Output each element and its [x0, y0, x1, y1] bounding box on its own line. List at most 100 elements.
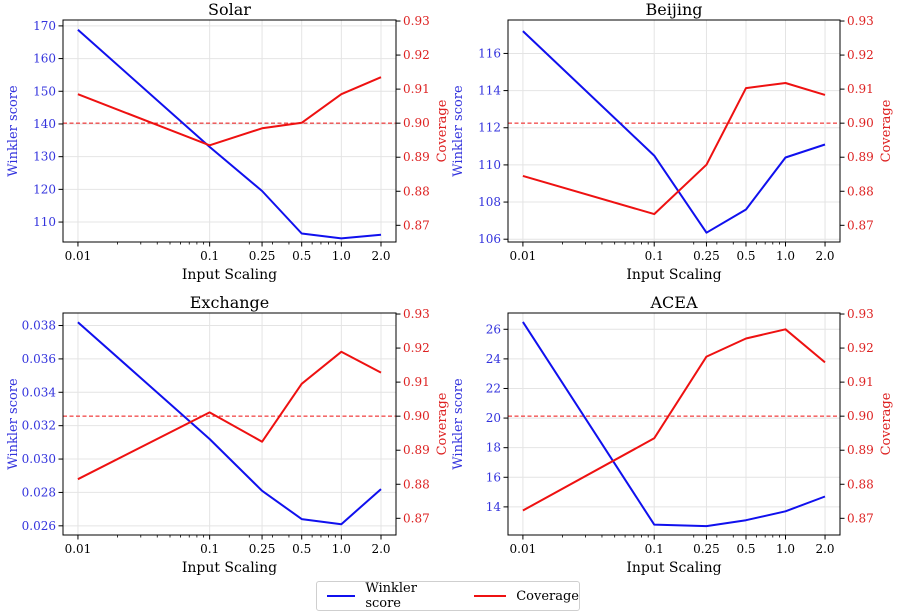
- x-tick-label: 0.1: [645, 249, 664, 263]
- y-right-tick-label: 0.87: [403, 511, 430, 525]
- legend-item-coverage: Coverage: [474, 589, 579, 604]
- y-right-tick-label: 0.91: [403, 82, 430, 96]
- x-tick-label: 0.01: [65, 542, 92, 556]
- x-tick-label: 0.01: [510, 249, 537, 263]
- y-left-tick-label: 0.028: [22, 485, 56, 499]
- y-left-tick-label: 0.026: [22, 519, 56, 533]
- y-right-tick-label: 0.89: [847, 150, 874, 164]
- coverage-line: [77, 76, 382, 147]
- y-left-tick-label: 24: [486, 352, 502, 366]
- y-right-tick-label: 0.93: [403, 14, 430, 28]
- x-tick-label: 1.0: [776, 249, 795, 263]
- y-left-tick-label: 22: [486, 381, 501, 395]
- y-left-tick-label: 16: [486, 470, 501, 484]
- x-tick-label: 0.1: [645, 542, 664, 556]
- chart-title: Exchange: [190, 293, 270, 312]
- y-right-tick-label: 0.88: [403, 477, 430, 491]
- y-right-axis-label: Coverage: [435, 99, 450, 162]
- x-axis-label: Input Scaling: [626, 267, 721, 283]
- x-tick-label: 1.0: [332, 249, 351, 263]
- y-right-tick-label: 0.91: [847, 82, 874, 96]
- y-right-tick-label: 0.93: [847, 14, 874, 28]
- y-right-tick-label: 0.93: [403, 307, 430, 321]
- coverage-line: [522, 328, 826, 512]
- y-left-tick-label: 0.034: [22, 385, 57, 399]
- legend-swatch-coverage: [474, 595, 507, 597]
- x-tick-label: 2.0: [815, 542, 834, 556]
- y-left-tick-label: 106: [478, 232, 501, 246]
- y-right-tick-label: 0.88: [403, 184, 430, 198]
- x-tick-label: 2.0: [815, 249, 834, 263]
- chart-title: ACEA: [649, 293, 697, 312]
- y-left-tick-label: 130: [33, 150, 56, 164]
- y-right-tick-label: 0.92: [847, 341, 874, 355]
- y-right-axis-label: Coverage: [879, 392, 894, 455]
- y-left-axis-label: Winkler score: [6, 378, 21, 470]
- plot-frame: [507, 19, 841, 243]
- y-left-tick-label: 14: [486, 500, 502, 514]
- y-right-tick-label: 0.89: [403, 443, 430, 457]
- x-axis-label: Input Scaling: [626, 560, 721, 576]
- y-left-tick-label: 116: [478, 46, 501, 60]
- y-right-tick-label: 0.92: [847, 48, 874, 62]
- x-tick-label: 0.5: [736, 249, 755, 263]
- chart-panel-solar: 0.01 0.1 0.25 0.5 1.0 2.0 110 120 130 140 150 160 17…: [6, 0, 450, 283]
- y-right-tick-label: 0.91: [847, 375, 874, 389]
- y-right-tick-label: 0.90: [403, 116, 430, 130]
- y-right-tick-label: 0.88: [847, 184, 874, 198]
- y-left-tick-label: 108: [478, 195, 501, 209]
- winkler-score-line: [77, 29, 382, 240]
- x-tick-label: 2.0: [371, 249, 390, 263]
- winkler-score-line: [522, 30, 826, 234]
- x-tick-label: 0.25: [693, 249, 720, 263]
- coverage-line: [77, 350, 382, 481]
- y-right-tick-label: 0.89: [847, 443, 874, 457]
- y-left-tick-label: 112: [478, 121, 501, 135]
- y-right-tick-label: 0.93: [847, 307, 874, 321]
- y-left-tick-label: 20: [486, 411, 501, 425]
- y-left-axis-label: Winkler score: [6, 85, 21, 177]
- legend: Winkler score Coverage: [316, 581, 580, 611]
- x-tick-label: 0.25: [249, 542, 276, 556]
- y-left-tick-label: 120: [33, 182, 56, 196]
- y-left-tick-label: 0.030: [22, 452, 56, 466]
- y-right-axis-label: Coverage: [879, 99, 894, 162]
- y-right-tick-label: 0.87: [847, 511, 874, 525]
- plot-frame: [62, 312, 397, 536]
- plot-frame: [507, 312, 841, 536]
- chart-title: Solar: [208, 0, 251, 19]
- y-right-tick-label: 0.88: [847, 477, 874, 491]
- y-right-tick-label: 0.90: [403, 409, 430, 423]
- coverage-line: [522, 82, 826, 216]
- y-left-tick-label: 0.038: [22, 319, 56, 333]
- y-left-tick-label: 140: [33, 117, 56, 131]
- chart-panel-beijing: 0.01 0.1 0.25 0.5 1.0 2.0 106 108 110 112 114 116 0.…: [451, 0, 894, 283]
- winkler-score-line: [77, 321, 382, 526]
- y-left-tick-label: 170: [33, 19, 56, 33]
- y-left-axis-label: Winkler score: [451, 378, 466, 470]
- x-tick-label: 0.01: [65, 249, 92, 263]
- x-tick-label: 0.25: [693, 542, 720, 556]
- y-left-tick-label: 0.036: [22, 352, 56, 366]
- y-right-tick-label: 0.90: [847, 409, 874, 423]
- y-right-tick-label: 0.89: [403, 150, 430, 164]
- y-right-tick-label: 0.92: [403, 341, 430, 355]
- y-left-tick-label: 110: [478, 158, 501, 172]
- x-tick-label: 0.01: [510, 542, 537, 556]
- winkler-score-line: [522, 321, 826, 528]
- x-tick-label: 1.0: [332, 542, 351, 556]
- y-right-tick-label: 0.90: [847, 116, 874, 130]
- chart-panel-exchange: 0.01 0.1 0.25 0.5 1.0 2.0 0.026 0.028 0.030 0.032…: [6, 293, 450, 576]
- chart-panel-acea: 0.01 0.1 0.25 0.5 1.0 2.0 14 16 18 20 22 24 26 0.87 0.…: [451, 293, 894, 576]
- y-left-axis-label: Winkler score: [451, 85, 466, 177]
- y-left-tick-label: 110: [33, 215, 56, 229]
- y-left-tick-label: 0.032: [22, 419, 56, 433]
- y-right-tick-label: 0.87: [403, 218, 430, 232]
- y-left-tick-label: 160: [33, 52, 56, 66]
- legend-swatch-winkler: [327, 595, 356, 597]
- x-axis-label: Input Scaling: [182, 560, 277, 576]
- chart-title: Beijing: [646, 0, 703, 19]
- y-right-tick-label: 0.92: [403, 48, 430, 62]
- x-tick-label: 0.1: [200, 542, 219, 556]
